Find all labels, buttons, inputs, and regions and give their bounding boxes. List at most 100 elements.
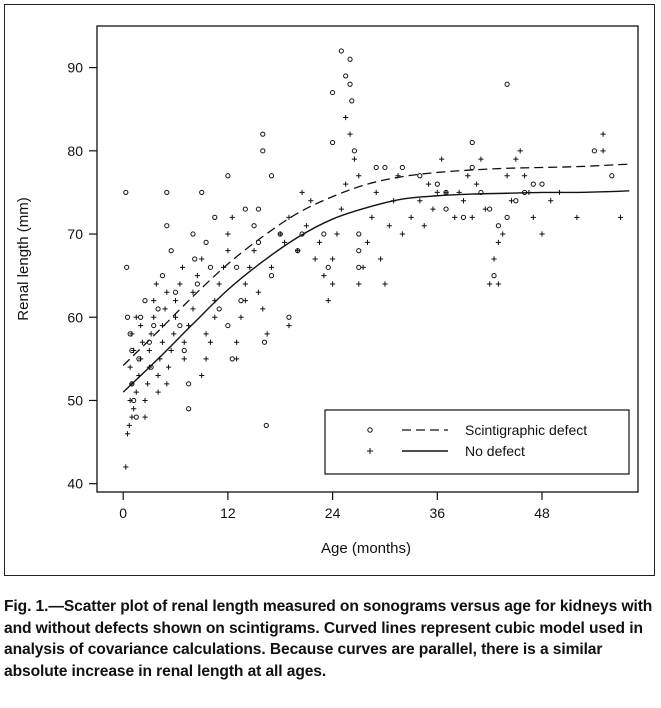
point-no-defect: [162, 306, 168, 312]
point-no-defect: [347, 131, 353, 137]
point-scintigraphic-defect: [194, 281, 200, 287]
point-no-defect: [229, 214, 235, 220]
point-scintigraphic-defect: [251, 223, 257, 229]
point-scintigraphic-defect: [513, 198, 519, 204]
point-scintigraphic-defect: [238, 298, 244, 304]
point-no-defect: [329, 256, 336, 262]
point-scintigraphic-defect: [504, 214, 510, 220]
point-no-defect: [247, 264, 253, 270]
legend-label-defect: Scintigraphic defect: [465, 422, 587, 438]
point-no-defect: [286, 322, 292, 329]
point-no-defect: [129, 414, 135, 420]
point-scintigraphic-defect: [212, 214, 218, 220]
point-no-defect: [513, 156, 519, 162]
point-scintigraphic-defect: [495, 223, 501, 229]
curve-no-defect: [122, 190, 630, 393]
point-no-defect: [334, 231, 340, 237]
point-no-defect: [190, 306, 196, 312]
point-no-defect: [264, 331, 270, 337]
point-no-defect: [133, 389, 139, 395]
point-scintigraphic-defect: [203, 239, 209, 245]
point-scintigraphic-defect: [225, 173, 231, 179]
point-scintigraphic-defect: [504, 81, 510, 87]
point-no-defect: [260, 306, 266, 312]
point-no-defect: [430, 206, 436, 212]
point-scintigraphic-defect: [268, 273, 275, 279]
point-scintigraphic-defect: [321, 231, 327, 237]
point-no-defect: [129, 331, 135, 337]
point-no-defect: [421, 223, 427, 229]
x-tick-label: 24: [325, 505, 341, 521]
point-no-defect: [146, 347, 152, 354]
point-scintigraphic-defect: [356, 264, 362, 270]
point-scintigraphic-defect: [609, 173, 615, 179]
point-scintigraphic-defect: [351, 148, 358, 154]
point-no-defect: [207, 339, 214, 345]
point-no-defect: [212, 314, 218, 320]
point-no-defect: [343, 181, 349, 187]
point-scintigraphic-defect: [138, 314, 144, 320]
plot-area-border: [96, 25, 639, 493]
point-no-defect: [123, 464, 129, 470]
point-no-defect: [399, 231, 406, 237]
point-scintigraphic-defect: [329, 89, 336, 96]
series-no-defect: [123, 114, 624, 470]
x-axis: 0 12 24 36 48: [119, 492, 550, 521]
point-scintigraphic-defect: [177, 322, 183, 329]
point-scintigraphic-defect: [133, 414, 139, 420]
figure-frame: [4, 4, 655, 576]
point-no-defect: [190, 289, 196, 295]
point-no-defect: [145, 381, 151, 387]
point-scintigraphic-defect: [229, 356, 235, 362]
point-no-defect: [181, 339, 187, 345]
scatter-plot: 40 50 60 70 80 90 0 12 24 36 48 Renal length (mm)…: [15, 25, 639, 557]
point-scintigraphic-defect: [487, 206, 493, 212]
point-scintigraphic-defect: [356, 248, 362, 254]
point-no-defect: [364, 239, 371, 245]
point-no-defect: [155, 372, 161, 379]
point-scintigraphic-defect: [155, 306, 161, 312]
point-scintigraphic-defect: [268, 173, 275, 179]
point-no-defect: [312, 256, 318, 262]
legend-marker-no-defect: [367, 448, 373, 454]
point-no-defect: [138, 356, 144, 362]
point-scintigraphic-defect: [343, 73, 349, 79]
point-scintigraphic-defect: [329, 139, 336, 146]
y-tick-label: 40: [67, 476, 83, 492]
point-no-defect: [508, 198, 515, 204]
point-scintigraphic-defect: [124, 264, 130, 270]
point-scintigraphic-defect: [181, 347, 187, 354]
point-no-defect: [277, 231, 283, 237]
point-no-defect: [338, 206, 344, 212]
point-no-defect: [225, 231, 231, 237]
point-no-defect: [164, 381, 170, 387]
point-scintigraphic-defect: [199, 189, 205, 196]
figure-caption: Fig. 1.—Scatter plot of renal length mea…: [4, 598, 653, 680]
point-scintigraphic-defect: [142, 298, 148, 304]
point-scintigraphic-defect: [255, 206, 262, 212]
point-scintigraphic-defect: [242, 206, 248, 212]
point-scintigraphic-defect: [417, 173, 423, 179]
point-scintigraphic-defect: [263, 422, 269, 429]
point-no-defect: [159, 339, 166, 345]
point-no-defect: [517, 148, 523, 154]
x-tick-label: 36: [430, 505, 446, 521]
point-scintigraphic-defect: [260, 148, 266, 154]
point-scintigraphic-defect: [159, 273, 166, 279]
point-scintigraphic-defect: [338, 48, 344, 54]
point-scintigraphic-defect: [186, 406, 192, 412]
point-no-defect: [452, 214, 458, 220]
point-no-defect: [356, 173, 362, 179]
y-axis: 40 50 60 70 80 90: [67, 60, 97, 492]
point-no-defect: [234, 356, 240, 362]
point-no-defect: [216, 281, 222, 287]
point-scintigraphic-defect: [151, 322, 157, 329]
point-no-defect: [131, 406, 137, 412]
y-tick-label: 90: [67, 60, 83, 76]
point-scintigraphic-defect: [325, 264, 331, 270]
series-scintigraphic-defect: [123, 48, 615, 429]
point-no-defect: [255, 289, 262, 295]
point-no-defect: [127, 364, 133, 370]
point-scintigraphic-defect: [539, 181, 545, 187]
point-no-defect: [148, 331, 154, 337]
